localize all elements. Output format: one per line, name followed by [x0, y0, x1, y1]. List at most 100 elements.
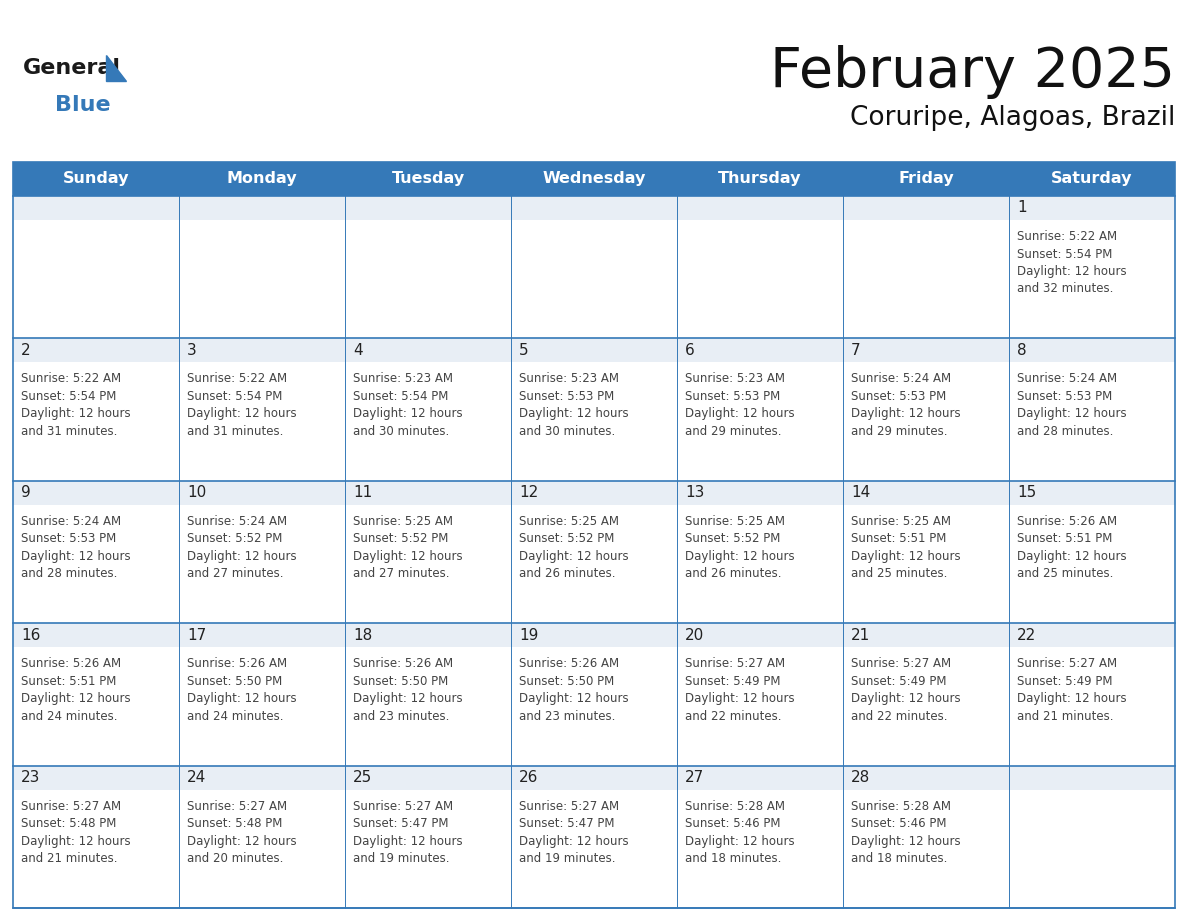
Text: Daylight: 12 hours: Daylight: 12 hours — [21, 834, 131, 847]
Text: Sunset: 5:48 PM: Sunset: 5:48 PM — [187, 817, 283, 830]
Text: Thursday: Thursday — [719, 172, 802, 186]
Text: Sunrise: 5:27 AM: Sunrise: 5:27 AM — [353, 800, 453, 812]
Text: and 25 minutes.: and 25 minutes. — [851, 567, 947, 580]
Text: Daylight: 12 hours: Daylight: 12 hours — [353, 408, 462, 420]
Bar — [345, 481, 511, 505]
Text: 20: 20 — [685, 628, 704, 643]
Text: Sunrise: 5:24 AM: Sunrise: 5:24 AM — [187, 515, 287, 528]
Text: Monday: Monday — [227, 172, 297, 186]
Text: and 27 minutes.: and 27 minutes. — [187, 567, 284, 580]
Text: 15: 15 — [1017, 486, 1036, 500]
Polygon shape — [106, 55, 126, 81]
Text: 5: 5 — [519, 343, 529, 358]
Bar — [345, 623, 511, 766]
Text: Sunset: 5:49 PM: Sunset: 5:49 PM — [685, 675, 781, 688]
Text: Tuesday: Tuesday — [391, 172, 465, 186]
Text: and 20 minutes.: and 20 minutes. — [187, 852, 284, 865]
Text: Sunrise: 5:23 AM: Sunrise: 5:23 AM — [353, 373, 453, 386]
Text: and 25 minutes.: and 25 minutes. — [1017, 567, 1113, 580]
Text: Sunset: 5:52 PM: Sunset: 5:52 PM — [353, 532, 448, 545]
Text: Sunday: Sunday — [63, 172, 129, 186]
Bar — [843, 196, 1009, 339]
Bar — [843, 623, 1009, 766]
Text: 4: 4 — [353, 343, 362, 358]
Text: and 19 minutes.: and 19 minutes. — [519, 852, 615, 865]
Bar — [345, 766, 511, 789]
Text: Sunset: 5:51 PM: Sunset: 5:51 PM — [851, 532, 947, 545]
Bar — [1009, 481, 1175, 505]
Text: Sunset: 5:50 PM: Sunset: 5:50 PM — [353, 675, 448, 688]
Text: 6: 6 — [685, 343, 695, 358]
Text: Sunrise: 5:27 AM: Sunrise: 5:27 AM — [851, 657, 952, 670]
Bar — [13, 339, 179, 481]
Bar — [179, 766, 345, 908]
Bar — [1009, 623, 1175, 766]
Text: Sunset: 5:51 PM: Sunset: 5:51 PM — [1017, 532, 1112, 545]
Bar — [345, 766, 511, 908]
Text: Sunset: 5:54 PM: Sunset: 5:54 PM — [21, 390, 116, 403]
Bar — [13, 623, 179, 647]
Bar — [13, 766, 179, 789]
Bar — [677, 339, 843, 363]
Text: Sunset: 5:50 PM: Sunset: 5:50 PM — [187, 675, 283, 688]
Text: Sunrise: 5:27 AM: Sunrise: 5:27 AM — [1017, 657, 1117, 670]
Text: Sunset: 5:49 PM: Sunset: 5:49 PM — [851, 675, 947, 688]
Bar — [843, 481, 1009, 623]
Text: Sunrise: 5:22 AM: Sunrise: 5:22 AM — [1017, 230, 1117, 243]
Text: Sunrise: 5:24 AM: Sunrise: 5:24 AM — [21, 515, 121, 528]
Text: Sunset: 5:46 PM: Sunset: 5:46 PM — [851, 817, 947, 830]
Bar — [13, 623, 179, 766]
Bar — [179, 339, 345, 363]
Text: and 18 minutes.: and 18 minutes. — [685, 852, 782, 865]
Text: Sunset: 5:52 PM: Sunset: 5:52 PM — [519, 532, 614, 545]
Bar — [179, 623, 345, 647]
Text: Daylight: 12 hours: Daylight: 12 hours — [1017, 408, 1126, 420]
Text: Sunset: 5:49 PM: Sunset: 5:49 PM — [1017, 675, 1112, 688]
Text: 21: 21 — [851, 628, 871, 643]
Text: Daylight: 12 hours: Daylight: 12 hours — [685, 408, 795, 420]
Text: Daylight: 12 hours: Daylight: 12 hours — [851, 692, 961, 705]
Text: Sunrise: 5:25 AM: Sunrise: 5:25 AM — [353, 515, 453, 528]
Text: Daylight: 12 hours: Daylight: 12 hours — [353, 834, 462, 847]
Bar — [179, 196, 345, 339]
Text: Daylight: 12 hours: Daylight: 12 hours — [21, 692, 131, 705]
Bar — [677, 196, 843, 220]
Text: General: General — [23, 58, 121, 78]
Text: and 21 minutes.: and 21 minutes. — [1017, 710, 1113, 722]
Text: Sunset: 5:54 PM: Sunset: 5:54 PM — [1017, 248, 1112, 261]
Bar — [511, 623, 677, 766]
Text: and 31 minutes.: and 31 minutes. — [187, 425, 284, 438]
Text: 23: 23 — [21, 770, 40, 785]
Text: Daylight: 12 hours: Daylight: 12 hours — [353, 692, 462, 705]
Text: Sunset: 5:46 PM: Sunset: 5:46 PM — [685, 817, 781, 830]
Text: 10: 10 — [187, 486, 207, 500]
Text: Daylight: 12 hours: Daylight: 12 hours — [1017, 265, 1126, 278]
Text: 27: 27 — [685, 770, 704, 785]
Text: Daylight: 12 hours: Daylight: 12 hours — [21, 408, 131, 420]
Text: Daylight: 12 hours: Daylight: 12 hours — [851, 408, 961, 420]
Text: Sunrise: 5:28 AM: Sunrise: 5:28 AM — [851, 800, 952, 812]
Bar — [511, 339, 677, 481]
Text: Sunrise: 5:23 AM: Sunrise: 5:23 AM — [519, 373, 619, 386]
Text: and 24 minutes.: and 24 minutes. — [21, 710, 118, 722]
Text: Daylight: 12 hours: Daylight: 12 hours — [1017, 550, 1126, 563]
Bar — [13, 196, 179, 220]
Bar — [677, 623, 843, 766]
Text: 22: 22 — [1017, 628, 1036, 643]
Text: Sunset: 5:54 PM: Sunset: 5:54 PM — [353, 390, 448, 403]
Bar — [511, 766, 677, 908]
Text: Sunset: 5:53 PM: Sunset: 5:53 PM — [1017, 390, 1112, 403]
Bar — [345, 481, 511, 623]
Text: Daylight: 12 hours: Daylight: 12 hours — [187, 692, 297, 705]
Text: Sunrise: 5:26 AM: Sunrise: 5:26 AM — [21, 657, 121, 670]
Bar — [843, 339, 1009, 481]
Text: 13: 13 — [685, 486, 704, 500]
Bar — [179, 623, 345, 766]
Text: Daylight: 12 hours: Daylight: 12 hours — [21, 550, 131, 563]
Text: 7: 7 — [851, 343, 860, 358]
Bar — [13, 481, 179, 623]
Text: and 22 minutes.: and 22 minutes. — [851, 710, 948, 722]
Bar — [511, 196, 677, 339]
Bar — [13, 162, 1175, 908]
Text: 11: 11 — [353, 486, 372, 500]
